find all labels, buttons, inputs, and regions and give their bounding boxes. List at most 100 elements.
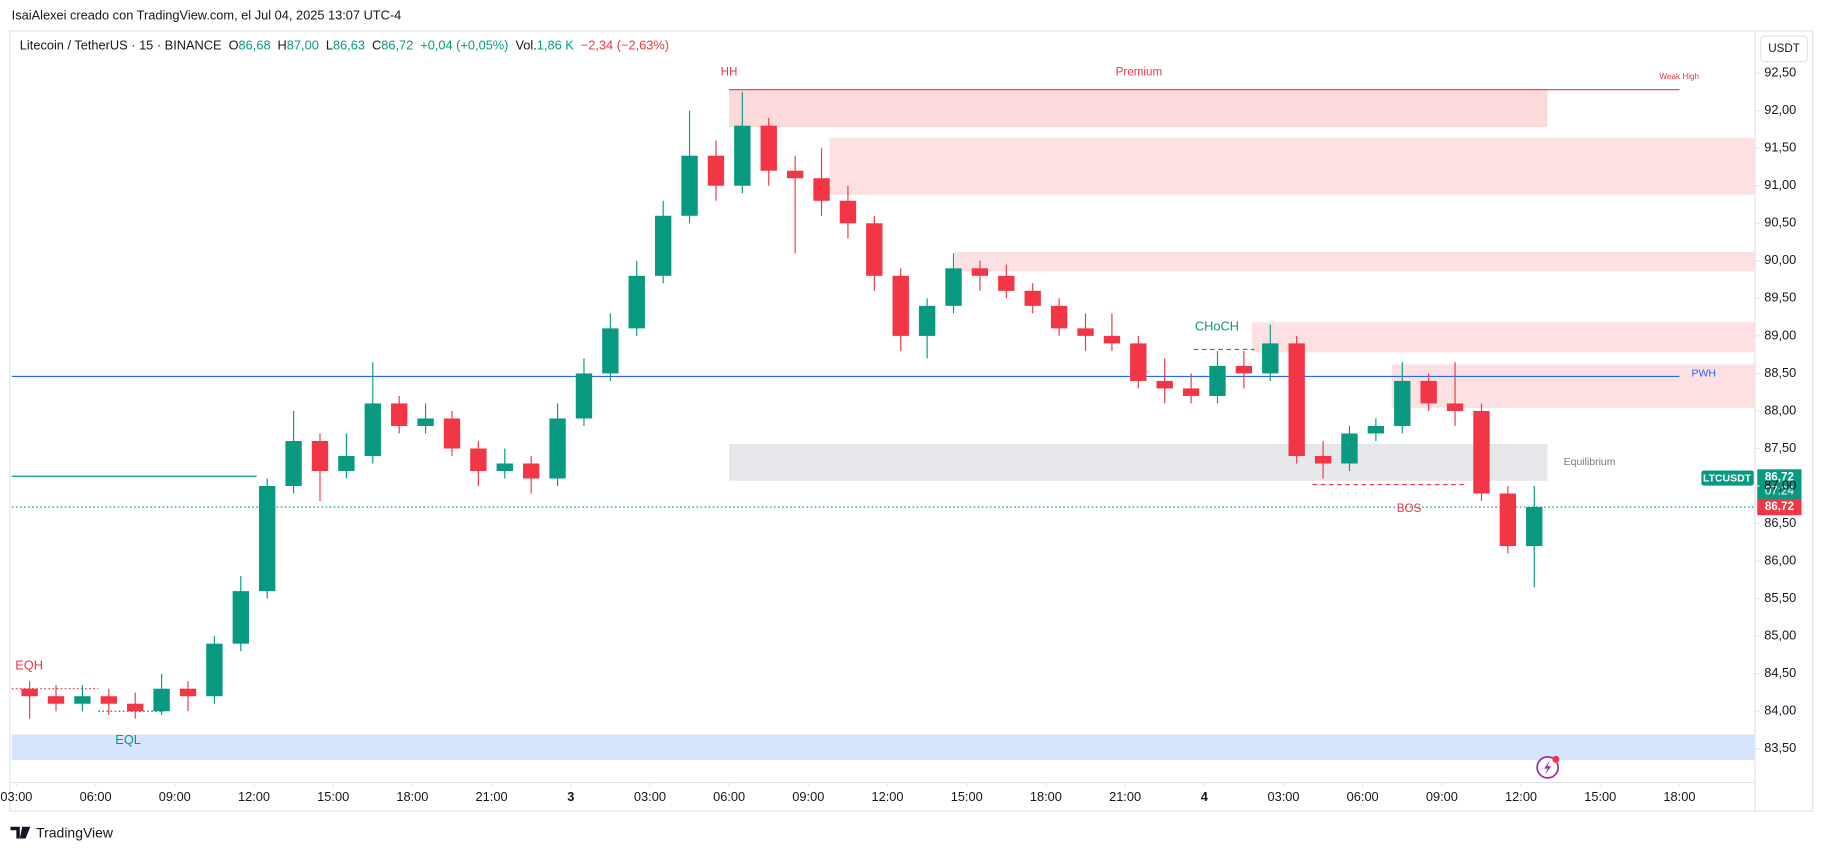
close-price-text: 86,72 (1765, 500, 1794, 513)
zone (11, 734, 1755, 761)
x-tick-label: 06:00 (713, 789, 745, 804)
x-tick-label: 03:00 (634, 789, 666, 804)
x-tick-label: 21:00 (1109, 789, 1141, 804)
candle-body (1262, 343, 1279, 374)
candle-body (1235, 365, 1253, 374)
brand: TradingView (36, 824, 114, 840)
vol-label: Vol. (515, 38, 536, 53)
x-tick-label: 12:00 (238, 789, 270, 804)
zone (729, 443, 1548, 481)
y-tick-label: 92,50 (1764, 65, 1796, 80)
candle-body (1367, 425, 1385, 434)
y-tick-label: 89,50 (1764, 290, 1796, 305)
zone (1251, 322, 1755, 353)
y-tick-label: 84,50 (1764, 665, 1796, 680)
candle-body (971, 268, 989, 276)
pwh-label: PWH (1691, 369, 1715, 380)
candle-body (1473, 410, 1490, 494)
legend-key: H (278, 38, 287, 53)
candle-body (443, 418, 461, 449)
choch-label: CHoCH (1195, 319, 1239, 334)
candle-body (74, 696, 91, 704)
candle-body (786, 170, 804, 179)
x-tick-label: 12:00 (1505, 789, 1537, 804)
brand-logo (10, 826, 31, 839)
candle-body (945, 268, 962, 306)
candle-body (918, 305, 936, 336)
x-tick-label: 15:00 (951, 789, 983, 804)
x-tick-label: 06:00 (1347, 789, 1379, 804)
countdown: 07:24 (1765, 484, 1795, 497)
candle-body (839, 200, 857, 224)
candle-body (866, 223, 883, 276)
y-tick-label: 86,50 (1764, 515, 1796, 530)
zone (954, 251, 1755, 272)
candle-body (1182, 388, 1200, 396)
x-tick-label: 12:00 (872, 789, 904, 804)
candle-body (575, 373, 593, 419)
candle-body (259, 486, 276, 592)
candle-body (1341, 433, 1358, 464)
y-tick-label: 84,00 (1764, 703, 1796, 718)
candle-body (1050, 305, 1068, 329)
x-tick-label: 15:00 (317, 789, 349, 804)
vol: 1,86 K (537, 38, 574, 53)
symbol-tag (1701, 470, 1754, 486)
candle-body (1314, 455, 1332, 464)
y-tick-label: 91,00 (1764, 177, 1796, 192)
bos-label: BOS (1397, 502, 1422, 515)
equilibrium-label: Equilibrium (1564, 457, 1616, 468)
candle-body (707, 155, 725, 186)
symbol-tag-text: LTCUSDT (1703, 473, 1752, 484)
eqh-label: EQH (15, 657, 43, 672)
x-tick-label: 03:00 (0, 789, 32, 804)
legend-key: L (326, 38, 333, 53)
candle-body (338, 455, 355, 472)
alert-dot (1552, 755, 1560, 763)
x-tick-label: 21:00 (476, 789, 508, 804)
x-tick-label: 09:00 (792, 789, 824, 804)
change: +0,04 (+0,05%) (420, 38, 508, 53)
candle-body (153, 688, 170, 712)
candle-body (1499, 493, 1517, 547)
x-tick-label: 18:00 (1030, 789, 1062, 804)
plot-area (11, 89, 1755, 761)
currency[interactable]: USDT (1768, 42, 1800, 55)
y-tick-label: 83,50 (1764, 740, 1796, 755)
premium-label: Premium (1116, 65, 1163, 78)
currency-button[interactable] (1760, 35, 1808, 63)
candle-body (390, 403, 408, 426)
candle-body (21, 688, 38, 697)
close-price-tag (1757, 498, 1802, 516)
candle-body (1420, 380, 1437, 404)
y-tick-label: 88,00 (1764, 402, 1796, 417)
vol-change: −2,34 (−2,63%) (581, 38, 669, 53)
candle-body (285, 440, 302, 487)
candle-body (1526, 507, 1543, 547)
candle-body (470, 448, 487, 472)
candle-body (813, 178, 830, 201)
candle-body (734, 125, 751, 186)
candle-body (760, 125, 777, 171)
candle-body (549, 418, 566, 479)
legend-value: 86,63 (333, 38, 365, 53)
legend-value: 86,68 (239, 38, 271, 53)
y-tick-label: 91,50 (1764, 140, 1796, 155)
alert-bolt (1544, 760, 1552, 775)
candle-body (1394, 380, 1411, 426)
price-tags: LTCUSDT 86,72 07:24 86,72 (1701, 469, 1802, 516)
candle-body (892, 275, 909, 336)
candle-body (311, 440, 329, 472)
legend-value: 87,00 (287, 38, 319, 53)
x-tick-label: 4 (1201, 789, 1209, 804)
legend-key: C (372, 38, 381, 53)
candle-body (127, 703, 144, 712)
y-tick-label: 87,50 (1764, 440, 1796, 455)
candle-body (1024, 290, 1041, 306)
candle-body (681, 155, 698, 216)
candle-body (232, 591, 249, 644)
candle-body (364, 403, 381, 456)
candle-body (1077, 328, 1094, 336)
